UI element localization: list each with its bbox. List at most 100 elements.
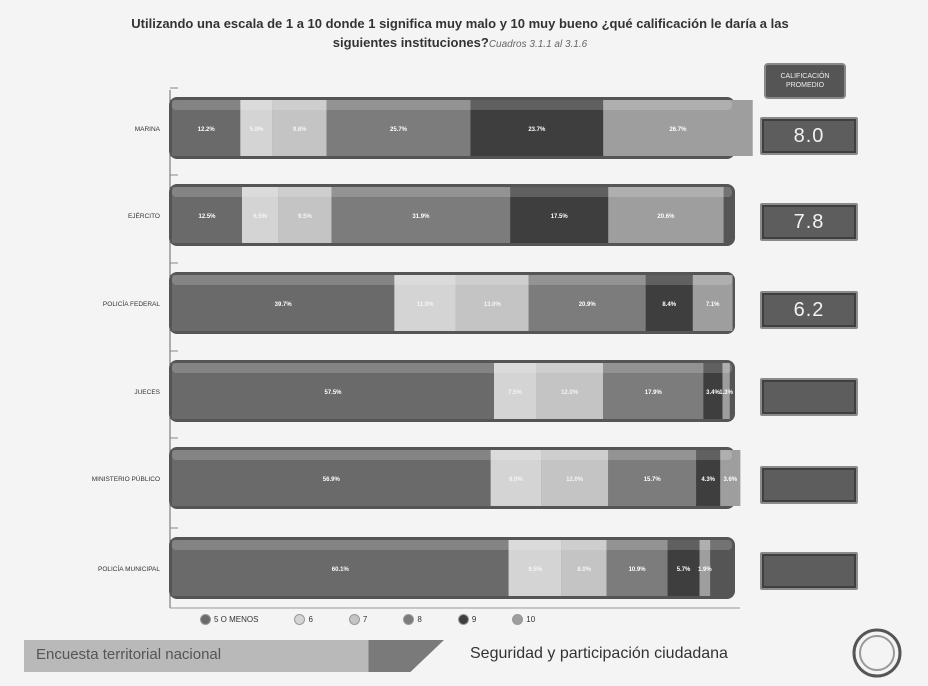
bar-segment <box>703 363 723 419</box>
data-label: 25.7% <box>390 127 408 133</box>
rating-box-policia-municipal <box>760 552 858 590</box>
bar-segment <box>172 540 509 596</box>
bar-segment <box>172 187 242 243</box>
legend-item-6: 6 <box>294 613 313 625</box>
rating-box-marina: 8.0 <box>760 117 858 155</box>
data-label: 15.7% <box>644 477 662 483</box>
rating-header-line1: CALIFICACIÓN <box>780 73 830 80</box>
data-label: 8.4% <box>662 302 676 308</box>
legend-swatch-7 <box>348 613 360 625</box>
legend-swatch-9 <box>457 613 469 625</box>
category-label: JUECES <box>134 389 160 396</box>
bar-segment <box>510 187 609 243</box>
data-label: 20.9% <box>579 302 597 308</box>
legend-swatch-8 <box>403 613 415 625</box>
legend-swatch-10 <box>512 613 524 625</box>
data-label: 12.0% <box>566 477 584 483</box>
data-label: 39.7% <box>275 302 293 308</box>
bar-segment <box>278 187 332 243</box>
bar-gloss <box>172 450 732 460</box>
bar-gloss <box>172 540 732 550</box>
bar-segment <box>272 100 327 156</box>
bar-segment <box>326 100 471 156</box>
data-label: 1.9% <box>698 567 712 573</box>
bar-segment <box>541 450 609 506</box>
bar-segment <box>603 100 753 156</box>
data-label: 10.9% <box>629 567 647 573</box>
legend-swatch-6 <box>294 613 306 625</box>
bar-segment <box>667 540 700 596</box>
category-label: POLICÍA FEDERAL <box>103 299 160 308</box>
bar-segment <box>561 540 607 596</box>
data-label: 8.0% <box>577 567 591 573</box>
legend-item-9: 9 <box>457 613 477 625</box>
bar-segment <box>606 540 668 596</box>
title-source: Cuadros 3.1.1 al 3.1.6 <box>488 39 588 50</box>
legend-item-7: 7 <box>348 613 368 625</box>
bar-segment <box>172 363 494 419</box>
data-label: 9.0% <box>509 477 523 483</box>
chart-legend: 5 O MENOS 6 7 8 9 10 <box>200 609 680 629</box>
data-label: 13.0% <box>484 302 502 308</box>
rating-box-jueces <box>760 378 858 416</box>
bar-segment <box>470 100 604 156</box>
legend-label-le5: 5 O MENOS <box>214 614 259 624</box>
legend-label-7: 7 <box>362 614 368 624</box>
circle-logo-icon <box>852 628 902 678</box>
bar-segment <box>692 275 733 331</box>
bar-gloss <box>172 363 732 373</box>
legend-label-10: 10 <box>526 614 536 624</box>
data-label: 20.6% <box>657 214 675 220</box>
bar-segment <box>508 540 562 596</box>
legend-item-10: 10 <box>512 613 536 625</box>
bar-segment <box>455 275 529 331</box>
data-label: 31.9% <box>412 214 430 220</box>
title-line2: siguientes instituciones? <box>332 35 489 50</box>
data-label: 7.5% <box>508 390 522 396</box>
title-line1: Utilizando una escala de 1 a 10 donde 1 … <box>131 16 789 31</box>
data-label: 9.6% <box>293 127 307 133</box>
bar-segment <box>240 100 273 156</box>
data-label: 7.1% <box>706 302 720 308</box>
data-label: 4.3% <box>701 477 715 483</box>
rating-header: CALIFICACIÓN PROMEDIO <box>764 63 846 99</box>
data-label: 60.1% <box>332 567 350 573</box>
bar-segment <box>331 187 511 243</box>
data-label: 12.5% <box>198 214 216 220</box>
bar-segment <box>242 187 279 243</box>
chart-title: Utilizando una escala de 1 a 10 donde 1 … <box>20 14 900 54</box>
rating-box-policia-federal: 6.2 <box>760 291 858 329</box>
legend-label-6: 6 <box>308 614 313 624</box>
data-label: 17.5% <box>551 214 569 220</box>
data-label: 1.3% <box>719 390 733 396</box>
data-label: 56.9% <box>323 477 341 483</box>
bar-segment <box>490 450 542 506</box>
legend-label-9: 9 <box>471 614 477 624</box>
bar-segment <box>172 450 491 506</box>
data-label: 9.5% <box>298 214 312 220</box>
bar-segment <box>645 275 693 331</box>
bar-gloss <box>172 100 732 110</box>
rating-box-ministerio-publico <box>760 466 858 504</box>
rating-box-ejercito: 7.8 <box>760 203 858 241</box>
legend-label-8: 8 <box>417 614 422 624</box>
bar-segment <box>172 275 395 331</box>
legend-item-8: 8 <box>403 613 422 625</box>
data-label: 12.2% <box>198 127 216 133</box>
bar-segment <box>608 187 724 243</box>
bar-segment <box>699 540 711 596</box>
data-label: 5.8% <box>250 127 264 133</box>
data-label: 9.5% <box>528 567 542 573</box>
data-label: 11.0% <box>417 302 434 308</box>
data-label: 3.4% <box>706 390 720 396</box>
legend-item-le5: 5 O MENOS <box>200 613 259 625</box>
category-label: MINISTERIO PÚBLICO <box>92 474 160 483</box>
bar-segment <box>603 363 704 419</box>
data-label: 3.6% <box>723 477 737 483</box>
footer-subtitle: Seguridad y participación ciudadana <box>470 645 728 662</box>
bar-segment <box>696 450 721 506</box>
footer-survey-banner: Encuesta territorial nacional <box>24 640 444 672</box>
rating-header-line2: PROMEDIO <box>785 82 825 89</box>
bar-segment <box>494 363 536 419</box>
